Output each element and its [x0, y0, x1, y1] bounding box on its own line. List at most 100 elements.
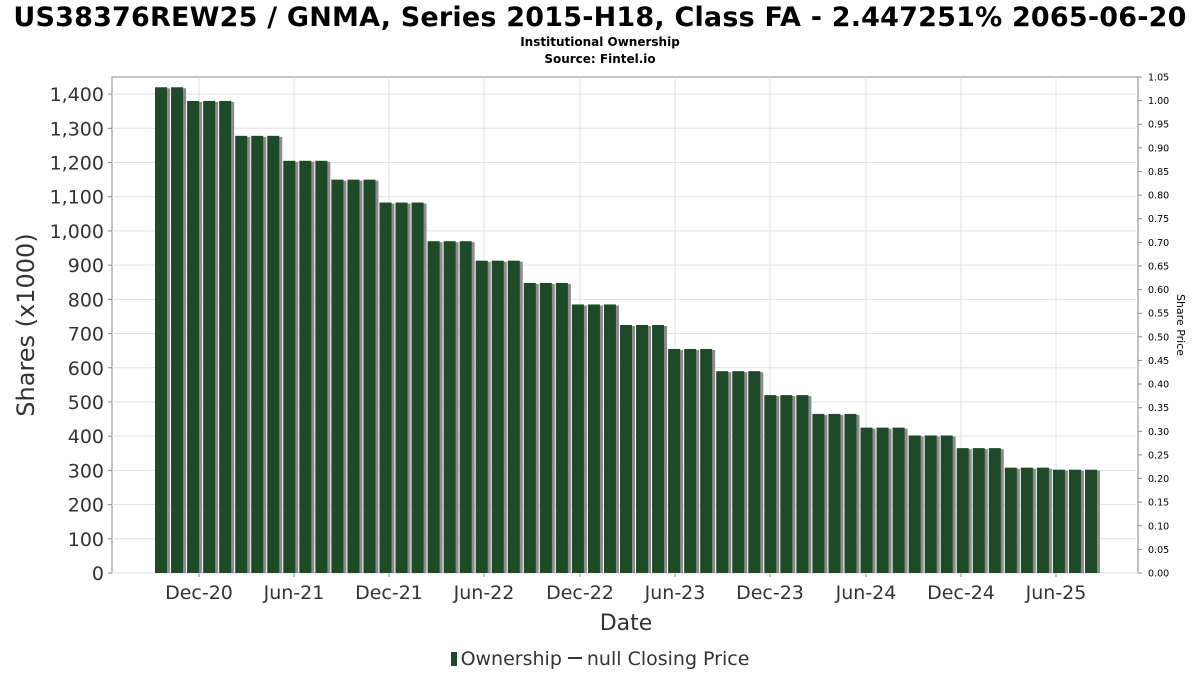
- x-tick-label: Jun-21: [263, 582, 325, 604]
- ownership-bar: [491, 260, 504, 573]
- y2-tick-label: 0.90: [1148, 143, 1169, 154]
- y-axis-title: Shares (x1000): [12, 233, 40, 416]
- ownership-bar: [972, 448, 985, 573]
- ownership-bar: [539, 282, 552, 573]
- ownership-bar: [716, 371, 729, 573]
- ownership-bar: [395, 202, 408, 573]
- ownership-bar: [812, 413, 825, 573]
- y2-tick-label: 0.40: [1148, 380, 1169, 391]
- ownership-bar: [363, 179, 376, 573]
- y2-tick-label: 1.00: [1148, 96, 1169, 107]
- ownership-bar: [571, 304, 584, 573]
- y-tick-label: 300: [68, 460, 104, 482]
- y2-tick-label: 0.55: [1148, 309, 1169, 320]
- ownership-bar: [988, 448, 1001, 573]
- x-tick-label: Dec-21: [355, 582, 423, 604]
- ownership-bar: [748, 371, 761, 573]
- ownership-bar: [828, 413, 841, 573]
- y-tick-label: 900: [68, 255, 104, 277]
- ownership-bar: [331, 179, 344, 573]
- y-tick-label: 500: [68, 392, 104, 414]
- ownership-bar: [587, 304, 600, 573]
- ownership-bar: [171, 87, 184, 573]
- x-tick-label: Dec-22: [546, 582, 614, 604]
- ownership-bar: [187, 100, 200, 573]
- ownership-bar: [299, 160, 312, 574]
- ownership-bar: [219, 100, 232, 573]
- ownership-bar: [684, 348, 697, 573]
- y-tick-label: 100: [68, 529, 104, 551]
- ownership-bar: [411, 202, 424, 573]
- y2-tick-label: 0.10: [1148, 521, 1169, 532]
- ownership-bar: [251, 135, 264, 573]
- ownership-bar: [267, 135, 280, 573]
- y-tick-label: 400: [68, 426, 104, 448]
- ownership-bar: [844, 413, 857, 573]
- ownership-bar: [347, 179, 360, 573]
- y-tick-label: 1,300: [50, 118, 104, 140]
- y-tick-label: 1,000: [50, 221, 104, 243]
- ownership-bar: [155, 87, 167, 573]
- y-tick-label: 800: [68, 289, 104, 311]
- y-tick-label: 600: [68, 358, 104, 380]
- y2-tick-label: 0.00: [1148, 569, 1169, 580]
- y2-tick-label: 0.35: [1148, 403, 1169, 414]
- ownership-bar: [636, 325, 649, 573]
- ownership-bar: [892, 427, 905, 573]
- ownership-bar: [700, 348, 713, 573]
- ownership-bar: [1004, 467, 1017, 573]
- y2-tick-label: 0.25: [1148, 450, 1169, 461]
- y2-tick-label: 0.20: [1148, 474, 1169, 485]
- y2-tick-label: 0.70: [1148, 238, 1169, 249]
- y2-tick-label: 0.85: [1148, 167, 1169, 178]
- y-tick-label: 200: [68, 495, 104, 517]
- ownership-legend-swatch: [450, 652, 457, 666]
- ownership-bar: [379, 202, 392, 573]
- y-tick-label: 1,200: [50, 153, 104, 175]
- x-axis-title: Date: [600, 611, 653, 636]
- ownership-bar: [1036, 467, 1049, 573]
- ownership-bar: [235, 135, 248, 573]
- y2-axis-title: Share Price: [1174, 294, 1187, 356]
- y2-tick-label: 0.60: [1148, 285, 1169, 296]
- ownership-bar: [860, 427, 873, 573]
- x-tick-label: Jun-22: [453, 582, 515, 604]
- y2-tick-label: 1.05: [1148, 73, 1169, 84]
- y2-tick-label: 0.15: [1148, 498, 1169, 509]
- ownership-bar: [908, 435, 921, 573]
- y2-tick-label: 0.45: [1148, 356, 1169, 367]
- ownership-bar: [924, 435, 937, 573]
- ownership-bar: [555, 282, 568, 573]
- ownership-legend-label: Ownership: [460, 648, 562, 670]
- y2-tick-label: 0.75: [1148, 214, 1169, 225]
- ownership-bar: [620, 325, 632, 573]
- y2-tick-label: 0.50: [1148, 332, 1169, 343]
- x-tick-label: Jun-25: [1025, 582, 1087, 604]
- ownership-bar: [668, 348, 681, 573]
- ownership-bar: [443, 241, 456, 573]
- y-tick-label: 0: [92, 563, 104, 585]
- price-legend-label: null Closing Price: [586, 648, 750, 670]
- ownership-bar: [652, 325, 665, 573]
- ownership-bar: [283, 160, 296, 574]
- chart-source: Source: Fintel.io: [544, 52, 656, 66]
- chart-legend: Ownership null Closing Price: [0, 648, 1200, 670]
- x-tick-label: Dec-23: [736, 582, 804, 604]
- ownership-bar: [1052, 469, 1065, 573]
- ownership-bar: [796, 395, 809, 573]
- chart-subtitle: Institutional Ownership: [520, 35, 680, 49]
- x-tick-label: Dec-20: [165, 582, 233, 604]
- y2-tick-label: 0.65: [1148, 261, 1169, 272]
- ownership-bar: [603, 304, 616, 573]
- ownership-bar: [475, 260, 488, 573]
- x-tick-label: Dec-24: [927, 582, 995, 604]
- price-legend-swatch: [567, 657, 582, 659]
- x-tick-label: Jun-24: [835, 582, 897, 604]
- y2-tick-label: 0.30: [1148, 427, 1169, 438]
- y-tick-label: 1,400: [50, 84, 104, 106]
- ownership-bar: [876, 427, 889, 573]
- ownership-bar: [507, 260, 520, 573]
- ownership-bar: [523, 282, 536, 573]
- y-tick-label: 1,100: [50, 187, 104, 209]
